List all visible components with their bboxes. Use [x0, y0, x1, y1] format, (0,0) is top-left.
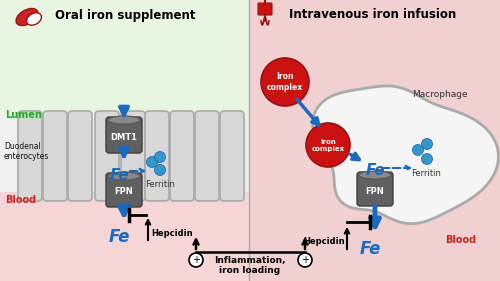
- FancyBboxPatch shape: [68, 111, 92, 201]
- Bar: [0, 115, 249, 192]
- Bar: [0, 0, 249, 115]
- Text: DMT1: DMT1: [110, 133, 138, 142]
- FancyBboxPatch shape: [145, 111, 169, 201]
- Circle shape: [422, 139, 432, 149]
- Circle shape: [261, 58, 309, 106]
- FancyBboxPatch shape: [195, 111, 219, 201]
- Bar: [0, 192, 249, 281]
- Text: Ferritin: Ferritin: [145, 180, 175, 189]
- Circle shape: [189, 253, 203, 267]
- Text: Fe: Fe: [109, 168, 129, 183]
- Text: Duodenal
enterocytes: Duodenal enterocytes: [4, 142, 50, 161]
- Text: Blood: Blood: [445, 235, 476, 245]
- FancyBboxPatch shape: [106, 173, 142, 207]
- Ellipse shape: [26, 13, 42, 25]
- Text: Iron
complex: Iron complex: [267, 72, 303, 92]
- FancyBboxPatch shape: [43, 111, 67, 201]
- Text: FPN: FPN: [366, 187, 384, 196]
- FancyBboxPatch shape: [121, 111, 145, 201]
- Text: Fe: Fe: [365, 163, 385, 178]
- Circle shape: [154, 164, 166, 176]
- Ellipse shape: [108, 172, 140, 180]
- FancyBboxPatch shape: [357, 172, 393, 206]
- Text: Macrophage: Macrophage: [412, 90, 468, 99]
- Text: Inflammation,
iron loading: Inflammation, iron loading: [214, 256, 286, 275]
- Circle shape: [298, 253, 312, 267]
- Ellipse shape: [108, 116, 140, 124]
- Polygon shape: [313, 86, 498, 224]
- Text: Iron
complex: Iron complex: [312, 139, 344, 151]
- Ellipse shape: [359, 171, 391, 179]
- Ellipse shape: [16, 8, 38, 26]
- Text: +: +: [192, 255, 200, 265]
- Circle shape: [422, 153, 432, 164]
- Circle shape: [306, 123, 350, 167]
- Text: Lumen: Lumen: [5, 110, 42, 120]
- FancyBboxPatch shape: [106, 117, 142, 153]
- Text: Oral iron supplement: Oral iron supplement: [55, 8, 196, 22]
- Circle shape: [146, 157, 158, 167]
- Circle shape: [154, 151, 166, 162]
- Text: Fe: Fe: [108, 228, 130, 246]
- Text: Fe: Fe: [360, 240, 380, 258]
- FancyBboxPatch shape: [258, 3, 272, 15]
- FancyBboxPatch shape: [95, 111, 119, 201]
- Text: Hepcidin: Hepcidin: [304, 237, 345, 246]
- Text: Hepcidin: Hepcidin: [151, 230, 192, 239]
- FancyBboxPatch shape: [18, 111, 42, 201]
- Text: Blood: Blood: [5, 195, 36, 205]
- Text: Intravenous iron infusion: Intravenous iron infusion: [289, 8, 456, 22]
- Text: +: +: [301, 255, 309, 265]
- FancyBboxPatch shape: [220, 111, 244, 201]
- Text: Ferritin: Ferritin: [411, 169, 441, 178]
- Circle shape: [412, 144, 424, 155]
- Text: FPN: FPN: [114, 187, 134, 196]
- Bar: [249, 0, 500, 281]
- FancyBboxPatch shape: [170, 111, 194, 201]
